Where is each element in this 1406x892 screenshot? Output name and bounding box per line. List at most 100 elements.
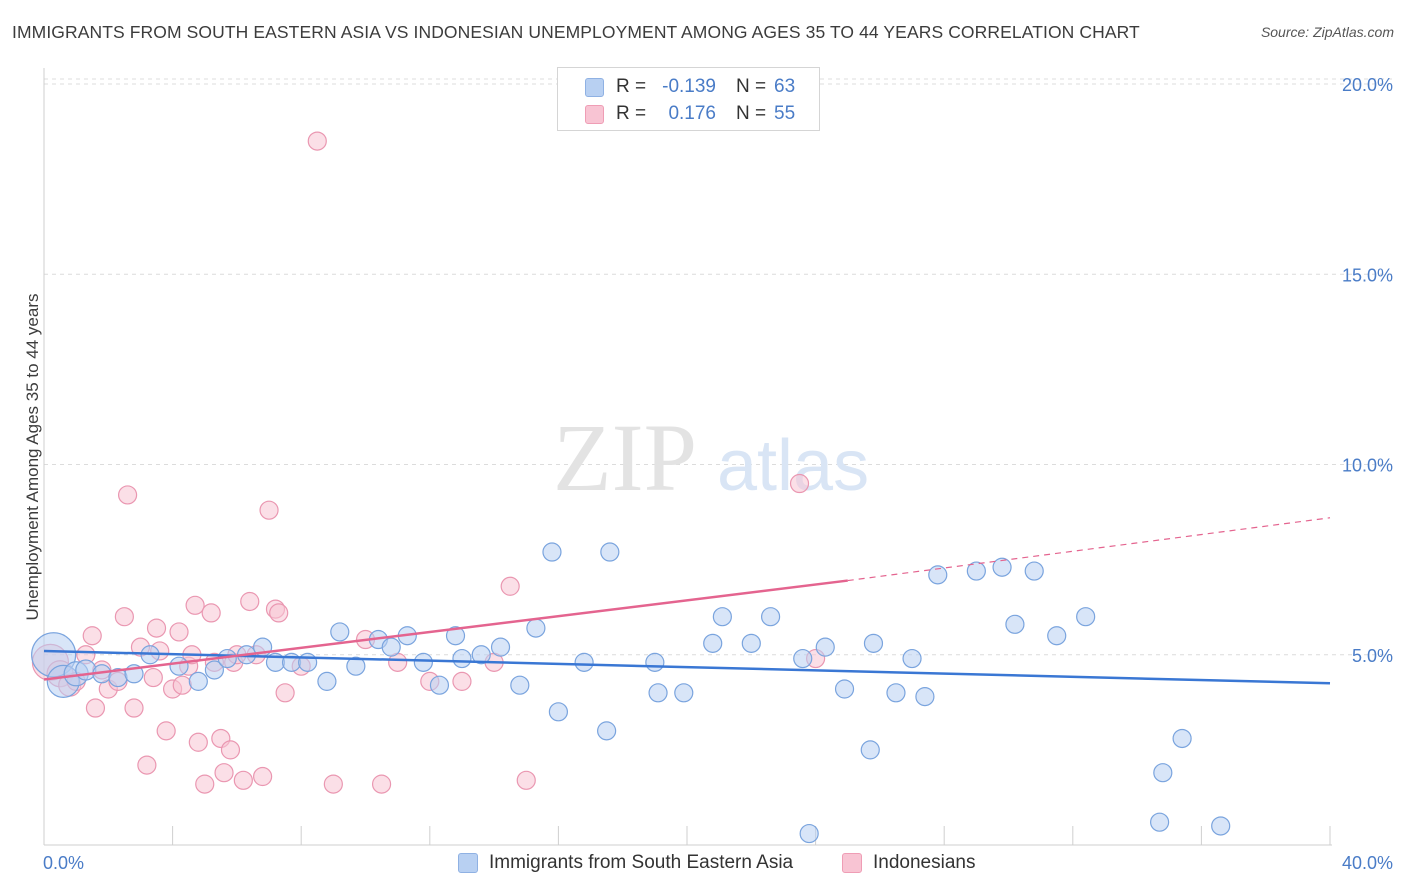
n-value: 63	[774, 76, 796, 97]
y-tick-label: 10.0%	[1342, 456, 1393, 476]
immigrants-sea-point	[75, 659, 97, 681]
y-tick-label: 20.0%	[1342, 75, 1393, 95]
correlation-legend: R = -0.139 N = 63 R = 0.176 N = 55	[557, 67, 820, 131]
legend-row-pink: R = 0.176 N = 55	[558, 101, 795, 127]
immigrants-sea-point	[712, 607, 732, 627]
immigrants-sea-point	[204, 660, 224, 680]
indonesians-point	[146, 618, 167, 638]
immigrants-sea-point	[799, 823, 819, 844]
immigrants-sea-point	[381, 637, 401, 657]
n-label: N =	[736, 76, 767, 97]
immigrants-sea-point	[886, 683, 906, 703]
immigrants-sea-point	[452, 648, 472, 669]
r-value: -0.139	[662, 76, 716, 97]
trend-line-indonesians-extension	[847, 517, 1331, 582]
watermark-zip: ZIP	[553, 404, 697, 511]
immigrants-sea-point	[169, 656, 189, 676]
immigrants-sea-point	[574, 652, 594, 672]
y-tick-label: 5.0%	[1352, 646, 1393, 666]
immigrants-sea-point	[298, 652, 318, 672]
immigrants-sea-point	[548, 702, 569, 722]
legend-item-immigrants: Immigrants from South Eastern Asia	[458, 852, 793, 874]
immigrants-sea-point	[429, 675, 450, 695]
indonesians-point	[85, 698, 106, 718]
blue-swatch	[585, 77, 604, 97]
immigrants-sea-point	[1024, 561, 1044, 581]
indonesians-point	[82, 626, 102, 646]
indonesians-point	[259, 500, 279, 520]
immigrants-sea-point	[445, 626, 466, 646]
immigrants-sea-point	[815, 637, 835, 657]
immigrants-sea-point	[346, 656, 366, 676]
legend-label-indonesians: Indonesians	[873, 852, 976, 873]
series-legend: Immigrants from South Eastern Asia Indon…	[0, 852, 1406, 878]
immigrants-sea-point	[793, 648, 813, 669]
immigrants-sea-point	[1211, 816, 1231, 836]
immigrants-sea-point	[915, 687, 935, 707]
indonesians-point	[156, 721, 176, 741]
source-credit: Source: ZipAtlas.com	[1260, 24, 1394, 40]
immigrants-sea-point	[490, 637, 511, 657]
immigrants-sea-point	[510, 675, 530, 695]
indonesians-point	[323, 774, 343, 794]
chart-title: IMMIGRANTS FROM SOUTH EASTERN ASIA VS IN…	[12, 22, 1140, 42]
indonesians-point	[137, 755, 157, 775]
y-tick-label: 15.0%	[1342, 265, 1393, 285]
immigrants-sea-point	[741, 633, 761, 653]
indonesians-point	[240, 591, 260, 612]
immigrants-sea-point	[1153, 763, 1173, 783]
y-tick-labels: 5.0% 10.0% 15.0% 20.0%	[1342, 75, 1393, 666]
immigrants-sea-point	[966, 561, 986, 581]
immigrants-sea-point	[330, 622, 350, 642]
indonesians-point	[253, 766, 273, 787]
legend-label-immigrants: Immigrants from South Eastern Asia	[489, 852, 794, 873]
indonesians-point	[220, 740, 241, 760]
watermark: ZIP atlas	[553, 404, 869, 511]
indonesians-point	[143, 667, 163, 688]
immigrants-sea-point	[1150, 812, 1170, 832]
indonesians-point	[500, 576, 520, 596]
trend-lines	[43, 517, 1331, 685]
pink-swatch	[842, 853, 862, 873]
indonesians-point	[452, 671, 472, 691]
trend-line-immigrants	[43, 649, 1331, 685]
indonesians-point	[233, 770, 253, 790]
immigrants-sea-point	[992, 557, 1012, 577]
immigrants-sea-point	[674, 683, 694, 703]
indonesians-point	[195, 774, 215, 794]
x-tick-marks	[43, 826, 1331, 845]
immigrants-sea-point	[1172, 728, 1192, 749]
indonesians-point	[269, 603, 289, 623]
immigrants-sea-point	[1005, 614, 1025, 634]
x-tick-label-max: 40.0%	[1342, 853, 1393, 873]
indonesians-point	[307, 131, 327, 151]
immigrants-sea-point	[703, 633, 723, 653]
indonesians-point	[789, 473, 810, 494]
indonesians-point	[169, 622, 189, 642]
legend-row-blue: R = -0.139 N = 63	[558, 74, 795, 100]
trend-line-indonesians	[43, 579, 848, 681]
immigrants-sea-point	[1047, 626, 1067, 646]
pink-swatch	[585, 104, 604, 124]
indonesians-point	[117, 485, 138, 505]
immigrants-sea-point	[413, 652, 433, 672]
immigrants-sea-point	[648, 683, 668, 703]
indonesians-point	[214, 763, 234, 783]
indonesians-point	[371, 774, 392, 794]
immigrants-sea-point	[600, 542, 620, 562]
indonesians-point	[172, 675, 192, 695]
r-label: R =	[616, 103, 647, 124]
immigrants-sea-point	[645, 652, 665, 672]
immigrants-sea-point	[526, 618, 546, 638]
immigrants-sea-point	[542, 542, 562, 562]
x-tick-label-min: 0.0%	[43, 853, 84, 873]
gridlines	[44, 78, 1393, 656]
immigrants-sea-point	[834, 679, 855, 699]
n-label: N =	[736, 103, 767, 124]
indonesians-point	[185, 595, 205, 615]
immigrants-sea-point	[863, 633, 884, 653]
immigrants-sea-point	[860, 740, 880, 760]
indonesians-point	[124, 698, 144, 718]
indonesians-point	[516, 770, 536, 790]
